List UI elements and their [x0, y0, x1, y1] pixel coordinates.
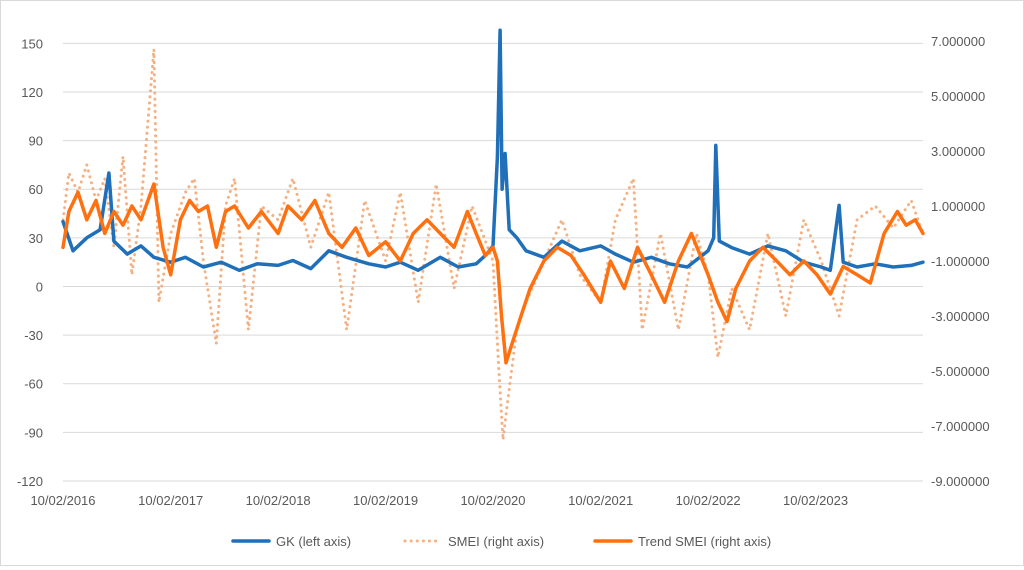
x-tick-label: 10/02/2022	[676, 493, 741, 508]
y-left-tick-label: -90	[24, 425, 43, 440]
y-right-tick-label: -1.000000	[931, 254, 990, 269]
legend: GK (left axis) SMEI (right axis) Trend SME…	[231, 534, 771, 549]
y-axis-right: 7.000000 5.000000 3.000000 1.000000 -1.00000…	[931, 34, 990, 489]
series-line-smei-right-axis	[61, 47, 925, 442]
y-left-tick-label: 90	[29, 134, 43, 149]
y-left-tick-label: 30	[29, 231, 43, 246]
legend-label: Trend SMEI (right axis)	[638, 534, 771, 549]
y-right-tick-label: -5.000000	[931, 364, 990, 379]
series-line-gk-left-axis	[61, 28, 925, 273]
x-tick-label: 10/02/2021	[568, 493, 633, 508]
y-left-tick-label: -30	[24, 328, 43, 343]
y-left-tick-label: -120	[17, 474, 43, 489]
y-right-tick-label: -3.000000	[931, 309, 990, 324]
y-left-tick-label: -60	[24, 377, 43, 392]
y-right-tick-label: 5.000000	[931, 89, 985, 104]
y-left-tick-label: 150	[21, 36, 43, 51]
x-tick-label: 10/02/2020	[460, 493, 525, 508]
y-axis-left: 150 120 90 60 30 0 -30 -60 -90 -120	[17, 36, 43, 489]
series-layer	[61, 28, 925, 442]
series-line-trend-smei-right-axis	[61, 182, 925, 365]
y-left-tick-label: 60	[29, 182, 43, 197]
y-right-tick-label: 7.000000	[931, 34, 985, 49]
x-tick-label: 10/02/2016	[30, 493, 95, 508]
y-right-tick-label: -7.000000	[931, 419, 990, 434]
legend-label: GK (left axis)	[276, 534, 351, 549]
y-right-tick-label: 3.000000	[931, 144, 985, 159]
x-tick-label: 10/02/2023	[783, 493, 848, 508]
x-tick-label: 10/02/2019	[353, 493, 418, 508]
y-right-tick-label: -9.000000	[931, 474, 990, 489]
x-tick-label: 10/02/2017	[138, 493, 203, 508]
y-left-tick-label: 120	[21, 85, 43, 100]
x-tick-label: 10/02/2018	[246, 493, 311, 508]
legend-label: SMEI (right axis)	[448, 534, 544, 549]
x-axis: 10/02/2016 10/02/2017 10/02/2018 10/02/2019…	[30, 493, 848, 508]
y-left-tick-label: 0	[36, 279, 43, 294]
y-right-tick-label: 1.000000	[931, 199, 985, 214]
